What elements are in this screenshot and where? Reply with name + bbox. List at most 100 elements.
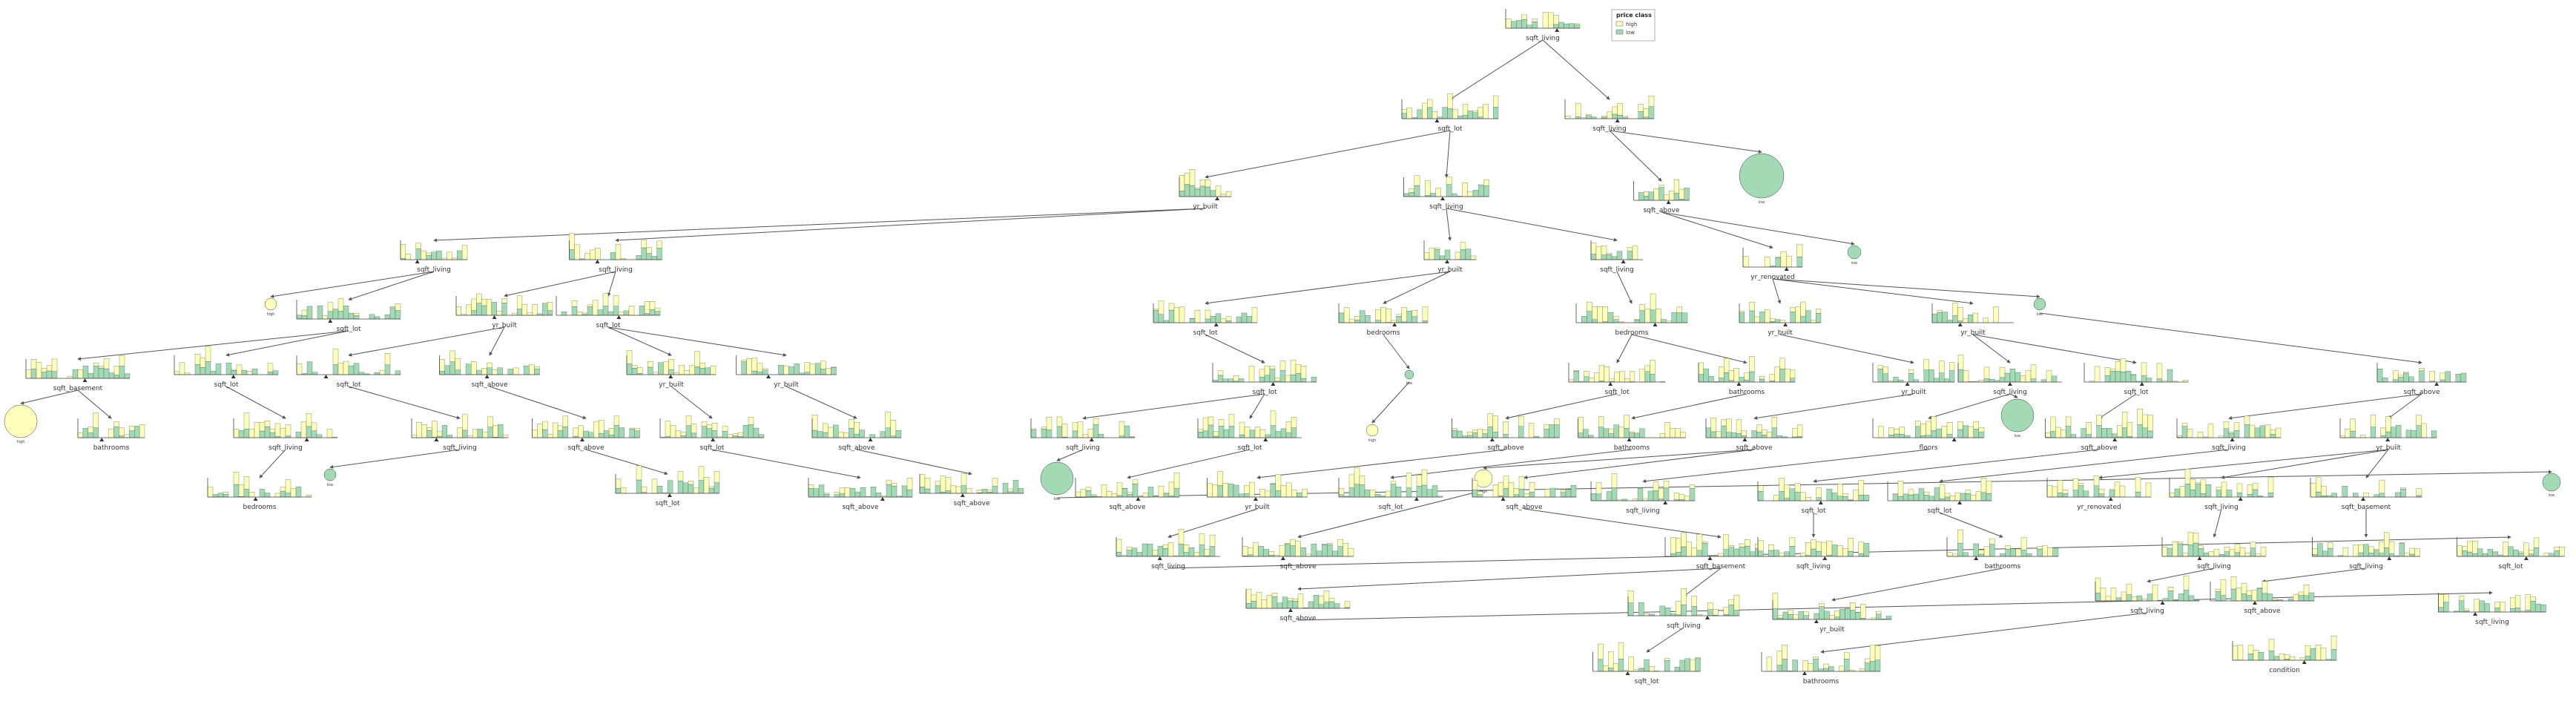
histogram-bar-high — [732, 433, 739, 436]
histogram-bar-low — [656, 486, 663, 494]
histogram-bar-low — [1855, 612, 1861, 620]
histogram-bar-high — [2045, 432, 2051, 438]
histogram-bar-high — [461, 245, 468, 260]
histogram-bar-high — [1619, 371, 1625, 383]
histogram-bar-high — [1642, 498, 1649, 501]
histogram-bar-high — [1427, 99, 1433, 108]
histogram-bar-low — [1222, 378, 1229, 383]
split-feature-label: sqft_living — [2349, 563, 2383, 570]
histogram-bar-low — [714, 482, 720, 494]
histogram-bar-high — [2233, 422, 2240, 431]
histogram-bar-low — [1659, 605, 1666, 616]
histogram-bar-high — [2310, 483, 2316, 498]
histogram-bar-high — [1957, 355, 1964, 370]
histogram-bar-low — [1291, 427, 1297, 438]
histogram-bar-low — [1837, 496, 1843, 501]
histogram-bar-low — [1396, 315, 1402, 323]
histogram-bar-high — [886, 480, 892, 485]
histogram-bar-low — [619, 427, 625, 438]
histogram-bar-low — [1920, 435, 1926, 438]
histogram-bar-high — [1612, 106, 1618, 115]
leaf-class-label: low — [2037, 312, 2043, 317]
histogram-bar-high — [2500, 601, 2506, 613]
histogram-bar-high — [1344, 601, 1351, 608]
histogram-bar-high — [466, 304, 472, 316]
histogram-bar-high — [1723, 607, 1729, 615]
histogram-bar-low — [1284, 544, 1291, 557]
histogram-bar-high — [1244, 484, 1250, 494]
split-feature-label: sqft_above — [2081, 444, 2118, 452]
split-marker — [1783, 323, 1788, 326]
histogram-bar-high — [93, 362, 99, 366]
histogram-bar-high — [389, 306, 396, 309]
histogram-bar-high — [1220, 318, 1227, 323]
histogram-bar-high — [1287, 598, 1294, 602]
histogram-bar-high — [1523, 493, 1530, 498]
split-node: yr_built — [1179, 169, 1232, 211]
histogram-bar-high — [1414, 175, 1420, 186]
histogram-bar-low — [1638, 602, 1644, 616]
histogram-bar-high — [804, 362, 811, 372]
histogram-bar-high — [1386, 309, 1391, 323]
tree-edge — [1446, 208, 1452, 241]
histogram-bar-low — [705, 367, 711, 375]
histogram-bar-high — [1618, 427, 1624, 438]
histogram-bar-low — [369, 314, 375, 320]
histogram-bar-low — [516, 309, 523, 316]
histogram-bar-high — [2246, 590, 2253, 596]
histogram-bar-low — [1648, 106, 1655, 119]
split-node: sqft_above — [811, 412, 902, 452]
histogram-bar-low — [2121, 427, 2128, 438]
split-marker — [1818, 501, 1823, 504]
histogram-bar-low — [2228, 432, 2235, 438]
tree-edge — [1616, 334, 1633, 363]
histogram-bar-low — [1946, 434, 1953, 438]
histogram-bar-high — [2379, 479, 2385, 494]
histogram-bar-low — [1327, 545, 1333, 557]
histogram-bar-low — [788, 366, 794, 375]
split-feature-label: sqft_lot — [2124, 389, 2149, 396]
histogram-bar-low — [2549, 553, 2554, 557]
histogram-bar-low — [2174, 488, 2181, 498]
histogram-bar-high — [1796, 244, 1803, 257]
histogram-bar-low — [1771, 427, 1777, 438]
histogram-bar-low — [1739, 547, 1745, 557]
histogram-bar-high — [885, 412, 892, 428]
histogram-bar-low — [699, 367, 706, 375]
histogram-bar-low — [2106, 428, 2112, 438]
histogram-bar-high — [578, 425, 584, 438]
histogram-bar-high — [2096, 415, 2102, 426]
histogram-bar-high — [2030, 364, 2037, 379]
tree-edge — [433, 208, 1206, 243]
histogram-bar-low — [1472, 432, 1478, 438]
histogram-bar-high — [411, 435, 417, 438]
histogram-bar-high — [1784, 484, 1791, 499]
histogram-bar-low — [1142, 543, 1148, 557]
split-marker — [1414, 497, 1419, 501]
histogram-bar-high — [1821, 542, 1828, 557]
tree-edge — [1631, 334, 1747, 364]
split-node: sqft_living — [1030, 416, 1136, 452]
tree-edge — [2147, 568, 2215, 583]
histogram-bar-high — [2543, 553, 2549, 557]
histogram-bar-low — [1939, 499, 1946, 501]
histogram-bar-low — [2438, 607, 2444, 613]
histogram-bar-high — [1797, 424, 1803, 437]
split-node: yr_built — [736, 355, 837, 389]
histogram-bar-high — [1207, 483, 1213, 498]
histogram-bar-high — [1920, 424, 1926, 436]
histogram-bar-high — [615, 244, 622, 260]
histogram-bar-high — [1968, 426, 1974, 438]
split-marker — [1957, 501, 1963, 504]
histogram-bar-high — [1093, 418, 1099, 425]
histogram-bar-high — [1691, 547, 1698, 557]
split-node: sqft_living — [233, 412, 338, 452]
histogram-bar-low — [2167, 590, 2174, 602]
histogram-bar-high — [1794, 483, 1801, 493]
histogram-bar-high — [2525, 594, 2531, 611]
histogram-bar-low — [2130, 375, 2137, 383]
histogram-bar-high — [2320, 647, 2327, 661]
histogram-bar-low — [2518, 553, 2524, 557]
histogram-bar-low — [1483, 185, 1489, 197]
histogram-bar-high — [679, 365, 685, 375]
